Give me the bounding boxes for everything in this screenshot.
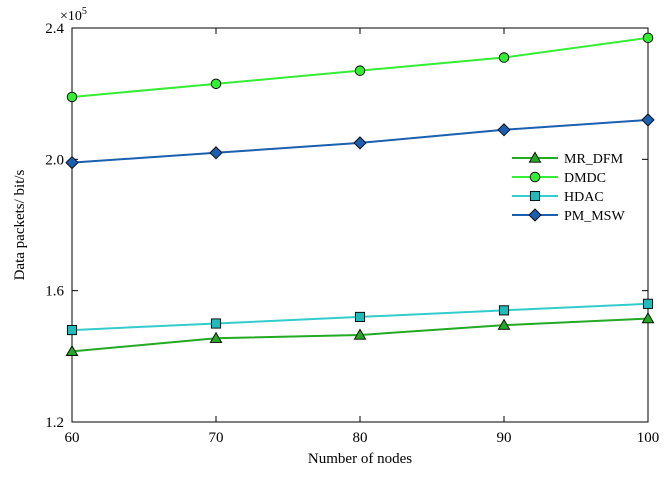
data-point xyxy=(354,65,366,76)
series-layer xyxy=(65,32,655,357)
legend-swatch-marker xyxy=(529,171,541,183)
legend-label: HDAC xyxy=(564,190,604,205)
legend: MR_DFM DMDC HDAC PM_MSW xyxy=(512,151,625,224)
data-point xyxy=(209,146,223,160)
x-tick-label: 100 xyxy=(637,430,660,446)
plot-frame xyxy=(71,27,649,423)
x-tick-label: 80 xyxy=(353,430,368,446)
x-tick-label: 70 xyxy=(209,430,224,446)
series-pm-msw xyxy=(65,113,655,170)
y-tick-label: 2.4 xyxy=(45,21,64,37)
data-point xyxy=(497,123,511,137)
data-point xyxy=(353,136,367,150)
x-tick-label: 60 xyxy=(65,430,80,446)
y-tick-label: 1.2 xyxy=(45,415,64,431)
legend-item: HDAC xyxy=(512,190,604,205)
data-point xyxy=(498,52,510,63)
axis-ticks: 60 70 80 90 100 1.2 1.6 2.0 2.4 xyxy=(45,21,659,446)
y-axis-title: Data packets/ bit/s xyxy=(12,169,28,280)
y-tick-label: 2.0 xyxy=(45,152,64,168)
y-axis-multiplier-base: ×10 xyxy=(60,9,82,24)
data-point xyxy=(641,312,655,324)
legend-item: MR_DFM xyxy=(512,151,624,167)
data-point xyxy=(354,311,366,322)
data-point xyxy=(641,113,655,127)
data-point xyxy=(642,298,654,309)
data-point xyxy=(65,344,79,357)
legend-swatch-marker xyxy=(529,190,541,202)
data-point xyxy=(210,78,222,90)
data-point xyxy=(66,325,78,336)
legend-label: PM_MSW xyxy=(564,209,625,224)
x-tick-label: 90 xyxy=(497,430,512,446)
data-point xyxy=(65,155,79,170)
legend-item: PM_MSW xyxy=(512,208,625,224)
legend-item: DMDC xyxy=(512,171,606,186)
data-point xyxy=(66,91,78,103)
data-point xyxy=(210,318,222,329)
data-point xyxy=(209,331,223,343)
y-axis-multiplier-exponent: 5 xyxy=(82,6,87,17)
y-tick-label: 1.6 xyxy=(45,284,64,300)
series-hdac xyxy=(66,298,654,336)
y-axis-multiplier: ×105 xyxy=(60,6,87,24)
legend-label: MR_DFM xyxy=(564,152,624,167)
legend-swatch-marker xyxy=(528,151,542,163)
legend-label: DMDC xyxy=(564,171,606,186)
data-point xyxy=(642,32,654,44)
data-point xyxy=(498,305,510,316)
x-axis-title: Number of nodes xyxy=(308,451,412,467)
series-mr-dfm xyxy=(65,312,655,357)
legend-swatch-marker xyxy=(528,208,542,222)
data-point xyxy=(353,328,367,340)
series-dmdc xyxy=(66,32,654,103)
data-point xyxy=(497,318,511,330)
